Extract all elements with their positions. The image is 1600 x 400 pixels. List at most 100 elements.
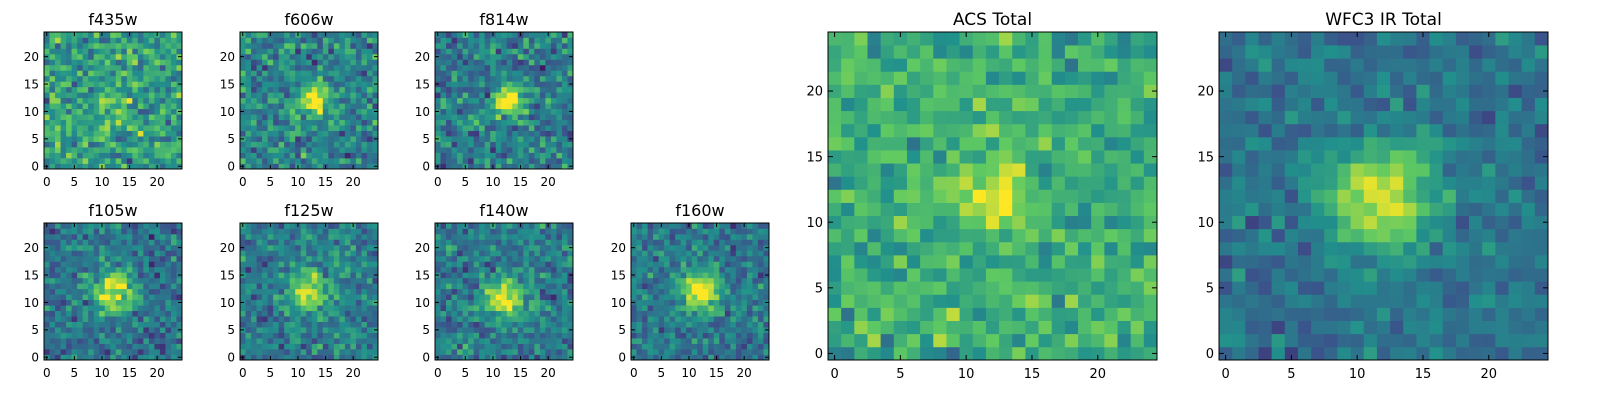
heatmap-cell [484, 288, 491, 295]
heatmap-cell [1038, 189, 1053, 203]
heatmap-cell [333, 283, 340, 290]
heatmap-cell [245, 228, 252, 235]
heatmap-cell [148, 299, 155, 306]
heatmap-cell [440, 261, 447, 268]
heatmap-cell [170, 32, 177, 38]
heatmap-cell [545, 130, 552, 137]
heatmap-cell [350, 75, 357, 82]
heatmap-cell [165, 141, 172, 148]
heatmap-cell [344, 299, 351, 306]
heatmap-cell [567, 125, 574, 131]
heatmap-cell [322, 86, 329, 93]
heatmap-cell [278, 119, 285, 126]
heatmap-cell [165, 338, 172, 344]
heatmap-cell [854, 255, 868, 269]
heatmap-cell [501, 223, 508, 229]
heatmap-cell [484, 327, 491, 333]
heatmap-cell [457, 299, 463, 306]
heatmap-cell [300, 310, 307, 317]
heatmap-cell [675, 288, 682, 295]
heatmap-cell [664, 244, 670, 251]
heatmap-cell [88, 103, 95, 110]
heatmap-cell [355, 152, 362, 159]
heatmap-cell [115, 305, 122, 312]
heatmap-cell [457, 223, 463, 229]
heatmap-cell [339, 64, 346, 71]
heatmap-cell [322, 37, 329, 44]
heatmap-cell [631, 283, 637, 290]
heatmap-cell [457, 32, 463, 38]
heatmap-cell [752, 321, 759, 328]
heatmap-cell [77, 81, 83, 88]
heatmap-cell [66, 338, 72, 344]
heatmap-cell [143, 103, 150, 110]
heatmap-cell [686, 310, 693, 317]
heatmap-cell [256, 223, 263, 229]
heatmap-cell [104, 338, 111, 344]
heatmap-cell [479, 92, 486, 99]
heatmap-cell [561, 288, 568, 295]
heatmap-cell [1038, 228, 1053, 243]
heatmap-cell [240, 70, 246, 77]
heatmap-cell [159, 53, 166, 60]
heatmap-cell [366, 255, 373, 262]
heatmap-cell [631, 239, 637, 246]
heatmap-cell [506, 338, 513, 344]
heatmap-cell [854, 268, 868, 282]
heatmap-cell [306, 272, 313, 279]
heatmap-cell [333, 266, 340, 273]
heatmap-cell [278, 343, 285, 350]
heatmap-cell [946, 255, 960, 269]
heatmap-cell [550, 272, 557, 279]
heatmap-cell [110, 114, 117, 121]
heatmap-cell [245, 343, 252, 350]
heatmap-cell [306, 70, 313, 77]
heatmap-cell [317, 108, 324, 115]
heatmap-cell [165, 119, 172, 126]
heatmap-cell [545, 86, 552, 93]
heatmap-cell [137, 114, 144, 121]
heatmap-cell [77, 255, 83, 262]
heatmap-cell [730, 299, 737, 306]
heatmap-cell [137, 288, 144, 295]
heatmap-cell [344, 338, 351, 344]
heatmap-cell [746, 343, 753, 350]
heatmap-cell [44, 316, 50, 322]
heatmap-cell [311, 250, 318, 257]
heatmap-cell [256, 53, 263, 60]
heatmap-cell [306, 332, 313, 339]
heatmap-cell [121, 147, 128, 153]
heatmap-cell [126, 48, 133, 55]
heatmap-cell [289, 239, 296, 246]
heatmap-cell [55, 277, 61, 284]
heatmap-cell [148, 305, 155, 312]
heatmap-cell [159, 288, 166, 295]
heatmap-cell [1117, 176, 1132, 190]
heatmap-cell [435, 261, 441, 268]
heatmap-cell [946, 294, 960, 308]
heatmap-cell [361, 261, 368, 268]
heatmap-cell [99, 244, 106, 251]
heatmap-cell [484, 228, 491, 235]
heatmap-cell [528, 354, 535, 361]
heatmap-cell [1104, 215, 1118, 230]
heatmap-cell [262, 75, 268, 82]
heatmap-cell [534, 32, 541, 38]
heatmap-cell [126, 152, 133, 159]
heatmap-cell [154, 261, 161, 268]
heatmap-cell [479, 108, 486, 115]
heatmap-cell [115, 349, 122, 355]
heatmap-cell [1078, 320, 1092, 335]
heatmap-cell [545, 59, 552, 66]
heatmap-cell [658, 283, 665, 290]
heatmap-cell [88, 349, 95, 355]
heatmap-cell [71, 277, 78, 284]
heatmap-cell [664, 338, 670, 344]
heatmap-cell [88, 305, 95, 312]
heatmap-cell [99, 75, 106, 82]
heatmap-cell [137, 244, 144, 251]
heatmap-cell [60, 92, 67, 99]
heatmap-cell [545, 48, 552, 55]
heatmap-cell [115, 272, 122, 279]
heatmap-cell [284, 283, 291, 290]
